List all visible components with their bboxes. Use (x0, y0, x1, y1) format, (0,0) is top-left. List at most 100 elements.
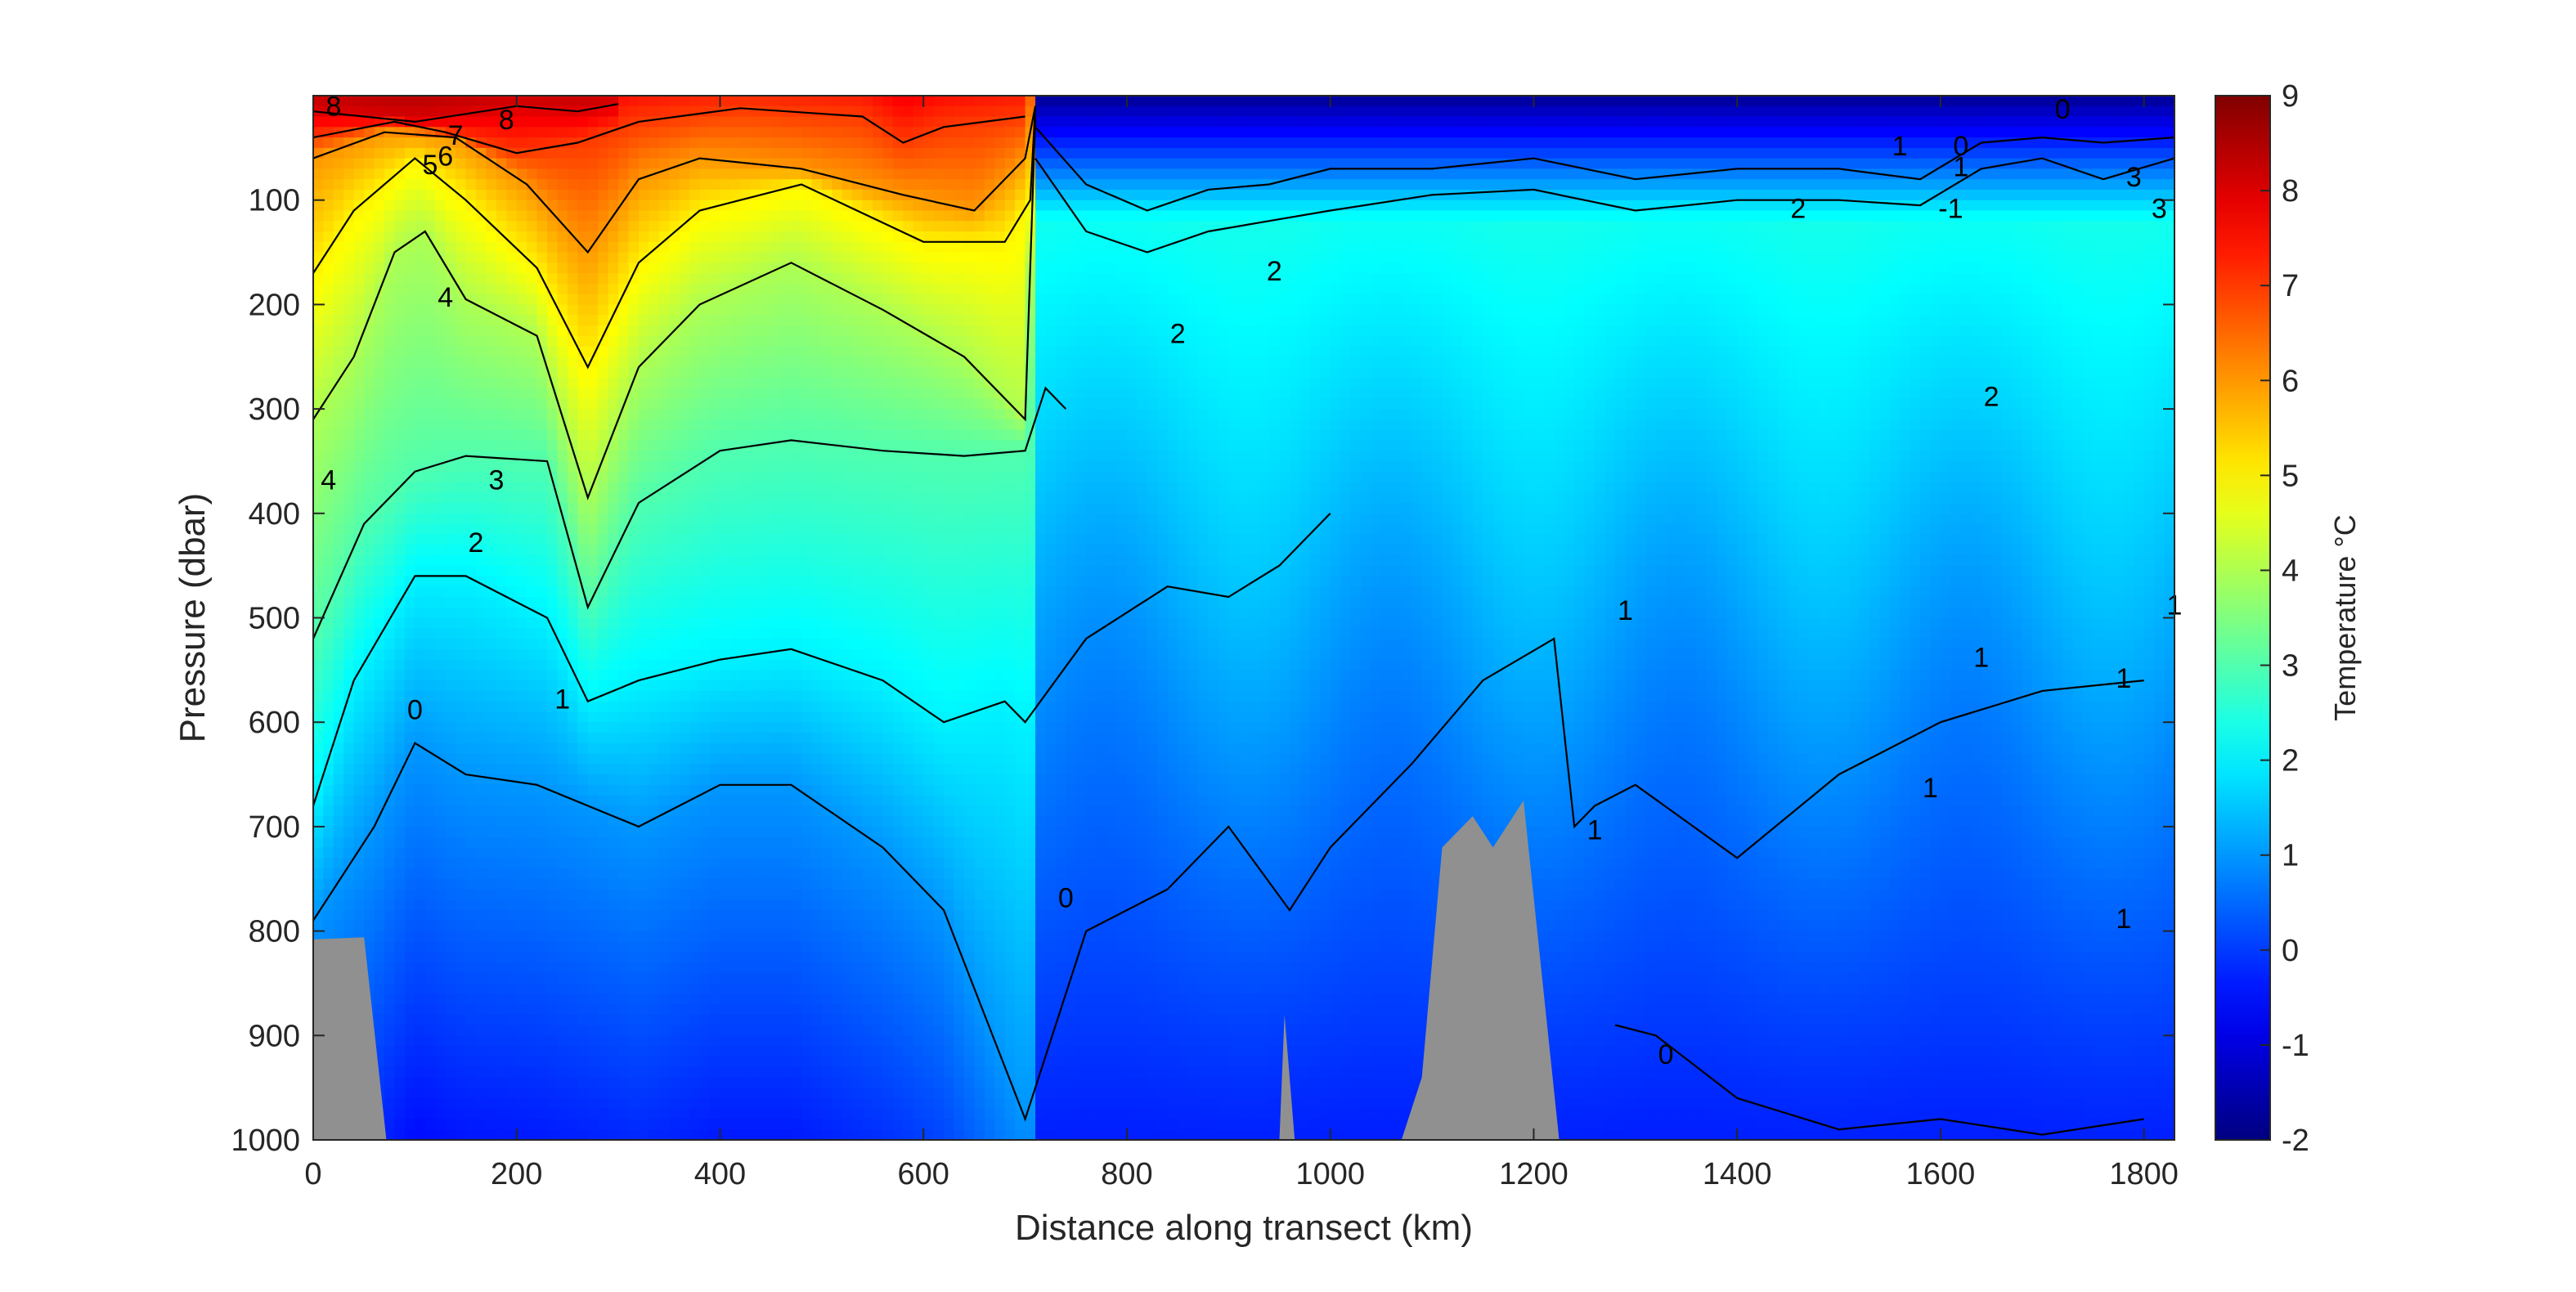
heatmap-cell (466, 346, 477, 357)
heatmap-cell (608, 159, 619, 170)
heatmap-cell (618, 743, 629, 755)
heatmap-cell (598, 210, 608, 222)
heatmap-cell (740, 702, 751, 713)
heatmap-cell (811, 847, 822, 859)
heatmap-cell (588, 952, 599, 963)
heatmap-cell (659, 367, 670, 379)
heatmap-cell (740, 1015, 751, 1026)
heatmap-cell (446, 1077, 456, 1088)
heatmap-cell (761, 367, 771, 379)
heatmap-cell (680, 711, 690, 723)
heatmap-cell (313, 921, 324, 932)
heatmap-cell (557, 586, 568, 598)
heatmap-cell (700, 952, 711, 963)
heatmap-cell (751, 639, 761, 650)
heatmap-cell (659, 691, 670, 702)
heatmap-cell (771, 973, 782, 985)
heatmap-cell (557, 983, 568, 994)
heatmap-cell (364, 190, 375, 201)
heatmap-cell (384, 472, 395, 483)
heatmap-cell (792, 796, 802, 807)
heatmap-cell (446, 1109, 456, 1120)
heatmap-cell (537, 482, 548, 493)
heatmap-cell (313, 711, 324, 723)
heatmap-cell (557, 534, 568, 545)
heatmap-cell (537, 890, 548, 901)
heatmap-cell (680, 357, 690, 368)
heatmap-cell (740, 754, 751, 765)
heatmap-cell (689, 576, 700, 587)
heatmap-cell (466, 159, 477, 170)
heatmap-cell (700, 242, 711, 253)
heatmap-cell (375, 952, 385, 963)
heatmap-cell (343, 774, 354, 786)
heatmap-cell (568, 941, 578, 953)
heatmap-cell (761, 294, 771, 306)
heatmap-cell (781, 608, 792, 619)
heatmap-cell (334, 179, 344, 191)
heatmap-cell (751, 858, 761, 869)
heatmap-cell (395, 785, 406, 796)
heatmap-cell (740, 1119, 751, 1130)
heatmap-cell (577, 973, 588, 985)
heatmap-cell (811, 398, 822, 410)
heatmap-cell (456, 608, 466, 619)
heatmap-cell (659, 106, 670, 118)
heatmap-cell (608, 660, 619, 671)
heatmap-cell (781, 210, 792, 222)
heatmap-cell (568, 994, 578, 1005)
heatmap-cell (395, 1129, 406, 1141)
heatmap-cell (781, 868, 792, 880)
heatmap-cell (618, 378, 629, 389)
heatmap-cell (598, 430, 608, 442)
heatmap-cell (517, 127, 527, 138)
heatmap-cell (598, 941, 608, 953)
heatmap-cell (364, 847, 375, 859)
heatmap-cell (466, 378, 477, 389)
heatmap-cell (598, 242, 608, 253)
heatmap-cell (313, 639, 324, 650)
heatmap-cell (659, 273, 670, 285)
heatmap-cell (405, 973, 415, 985)
heatmap-cell (384, 1025, 395, 1037)
heatmap-cell (466, 733, 477, 744)
heatmap-cell (456, 722, 466, 733)
heatmap-cell (343, 796, 354, 807)
heatmap-cell (588, 179, 599, 191)
heatmap-cell (547, 336, 558, 348)
heatmap-cell (486, 994, 496, 1005)
heatmap-cell (588, 273, 599, 285)
heatmap-cell (629, 1046, 640, 1057)
heatmap-cell (730, 231, 741, 243)
heatmap-cell (680, 1088, 690, 1099)
heatmap-cell (811, 221, 822, 232)
heatmap-cell (740, 931, 751, 943)
heatmap-cell (761, 576, 771, 587)
heatmap-cell (547, 858, 558, 869)
heatmap-cell (527, 785, 537, 796)
heatmap-cell (720, 1025, 730, 1037)
heatmap-cell (425, 336, 436, 348)
heatmap-cell (730, 1088, 741, 1099)
heatmap-cell (375, 398, 385, 410)
heatmap-cell (466, 503, 477, 514)
heatmap-cell (792, 304, 802, 316)
heatmap-cell (517, 628, 527, 639)
heatmap-cell (476, 764, 487, 775)
heatmap-cell (720, 1129, 730, 1141)
heatmap-cell (547, 221, 558, 232)
heatmap-cell (456, 586, 466, 598)
heatmap-cell (740, 827, 751, 838)
heatmap-cell (730, 941, 741, 953)
heatmap-cell (435, 545, 446, 556)
heatmap-cell (629, 983, 640, 994)
heatmap-cell (354, 545, 365, 556)
heatmap-cell (700, 1025, 711, 1037)
heatmap-cell (456, 1109, 466, 1120)
heatmap-cell (598, 1056, 608, 1068)
heatmap-cell (761, 680, 771, 692)
heatmap-cell (323, 367, 334, 379)
heatmap-cell (496, 1035, 507, 1047)
heatmap-cell (771, 221, 782, 232)
heatmap-cell (740, 451, 751, 462)
